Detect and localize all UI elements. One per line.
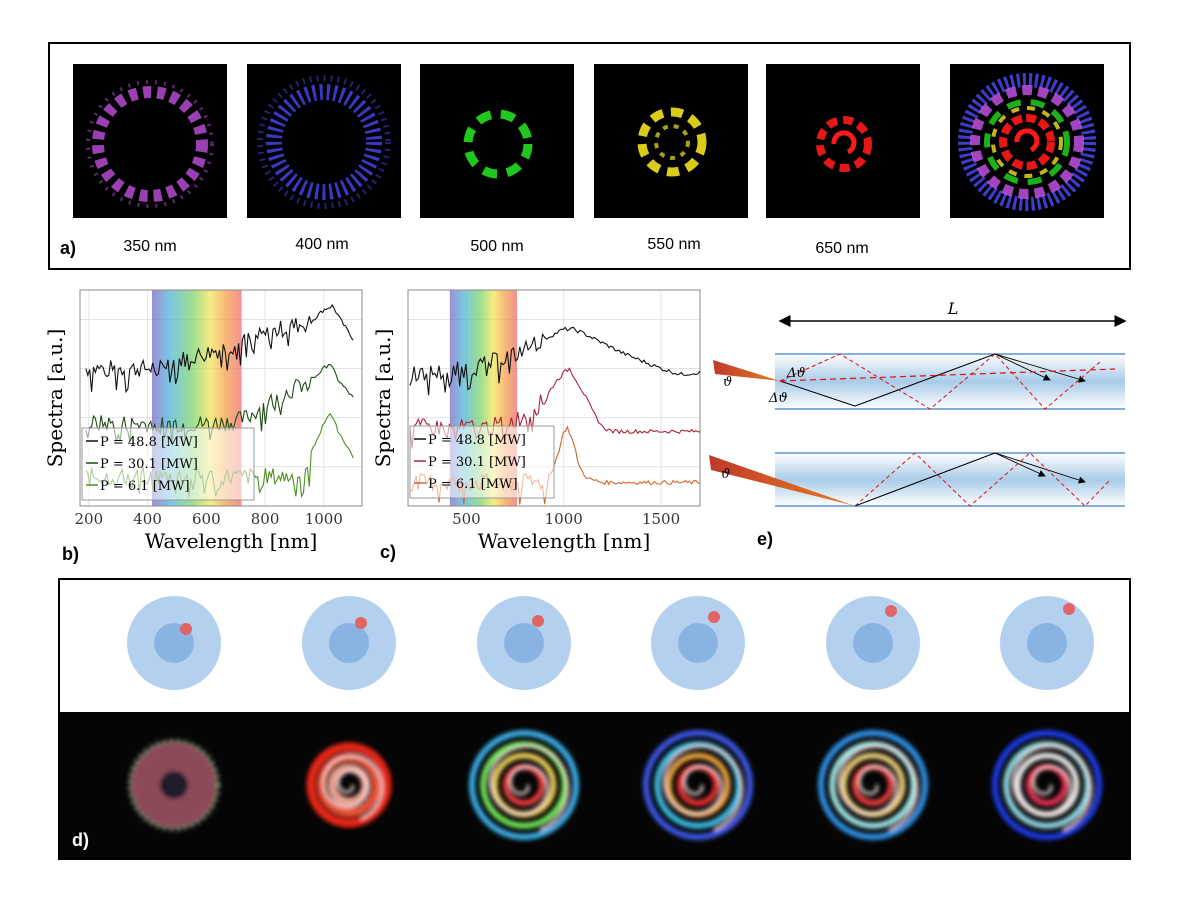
- spiral-image: [643, 730, 753, 840]
- legend-entry: P = 48.8 [MW]: [100, 435, 198, 450]
- x-tick-label: 1000: [545, 510, 583, 528]
- panel-e-label: e): [757, 529, 774, 549]
- upper-input-beam: [713, 360, 780, 381]
- spiral-arm: [322, 754, 384, 821]
- spiral-ring: [480, 741, 568, 829]
- legend-entry: P = 6.1 [MW]: [428, 477, 518, 492]
- image-merged: [950, 64, 1104, 218]
- delta-angle-top: Δϑ: [786, 366, 806, 381]
- x-tick-label: 1500: [642, 510, 680, 528]
- spiral-ring: [643, 730, 753, 840]
- speckle-core: [160, 771, 188, 799]
- x-tick-label: 1000: [305, 510, 343, 528]
- beam-position-dot: [1063, 603, 1075, 615]
- core-circle: [504, 623, 544, 663]
- legend-entry: P = 30.1 [MW]: [428, 455, 526, 470]
- legend-entry: P = 48.8 [MW]: [428, 433, 526, 448]
- fiber-ray-diagram: L ϑ Δϑ Δϑ ϑ: [709, 299, 1127, 507]
- spiral-arm: [1011, 744, 1093, 832]
- spiral-image: [469, 730, 579, 840]
- legend-box: [81, 427, 255, 501]
- spiral-ring: [654, 741, 742, 829]
- offset-diagrams: [127, 596, 1094, 690]
- caption-500nm: 500 nm: [470, 238, 524, 255]
- caption-400nm: 400 nm: [295, 236, 349, 253]
- spiral-images: [127, 730, 1102, 840]
- ring-merged-graphic: [958, 73, 1096, 211]
- legend: P = 48.8 [MW] P = 30.1 [MW] P = 6.1 [MW]: [81, 427, 255, 501]
- legend: P = 48.8 [MW] P = 30.1 [MW] P = 6.1 [MW]: [409, 425, 555, 499]
- caption-550nm: 550 nm: [647, 236, 701, 253]
- core-circle: [1027, 623, 1067, 663]
- beam-position-dot: [885, 605, 897, 617]
- lower-input-beam: [709, 455, 855, 506]
- y-axis-label: Spectra [a.u.]: [371, 329, 395, 468]
- x-tick-label: 400: [133, 510, 162, 528]
- series-line-1: [409, 326, 701, 396]
- series-line-1: [85, 303, 354, 394]
- delta-angle-bottom: Δϑ: [768, 391, 788, 406]
- spiral-image: [818, 730, 928, 840]
- spiral-arm: [488, 744, 570, 832]
- x-axis-label: Wavelength [nm]: [145, 529, 318, 553]
- ring-350nm-graphic: [86, 80, 214, 208]
- spiral-ring: [992, 730, 1102, 840]
- plot-frame: [79, 289, 363, 507]
- core-circle: [678, 623, 718, 663]
- spiral-arm: [662, 744, 744, 832]
- spiral-image: [992, 730, 1102, 840]
- chart-b: P = 48.8 [MW] P = 30.1 [MW] P = 6.1 [MW] 20…: [43, 289, 363, 553]
- x-tick-label: 600: [192, 510, 221, 528]
- spiral-image: [306, 742, 392, 828]
- upper-fiber: [775, 354, 1125, 409]
- ring-400nm-graphic: [257, 75, 391, 209]
- legend-box: [409, 425, 555, 499]
- image-550nm: [594, 64, 748, 218]
- core-circle: [853, 623, 893, 663]
- plot-frame: [407, 289, 701, 507]
- x-tick-label: 200: [74, 510, 103, 528]
- caption-650nm: 650 nm: [815, 240, 869, 257]
- image-650nm: [766, 64, 920, 218]
- caption-350nm: 350 nm: [123, 238, 177, 255]
- panel-d-label: d): [72, 830, 89, 850]
- spiral-ring: [1003, 741, 1091, 829]
- panel-c-label: c): [380, 542, 397, 562]
- panel-b-label: b): [62, 544, 79, 564]
- x-axis-label: Wavelength [nm]: [478, 529, 651, 553]
- y-axis-label: Spectra [a.u.]: [43, 329, 67, 468]
- beam-position-dot: [532, 615, 544, 627]
- image-500nm: [420, 64, 574, 218]
- speckle-ring: [127, 738, 221, 832]
- spiral-ring: [317, 753, 381, 817]
- panel-d-dark-band: [60, 712, 1129, 858]
- lower-fiber: [775, 453, 1125, 506]
- legend-entry: P = 30.1 [MW]: [100, 457, 198, 472]
- beam-position-dot: [180, 623, 192, 635]
- beam-position-dot: [355, 617, 367, 629]
- chart-c: P = 48.8 [MW] P = 30.1 [MW] P = 6.1 [MW] 50…: [371, 289, 701, 553]
- spiral-ring: [469, 730, 579, 840]
- lower-angle-label: ϑ: [721, 467, 730, 482]
- x-tick-label: 500: [452, 510, 481, 528]
- spiral-arm: [837, 744, 919, 832]
- spiral-ring: [306, 742, 392, 828]
- beam-position-dot: [708, 611, 720, 623]
- core-circle: [329, 623, 369, 663]
- spiral-ring: [818, 730, 928, 840]
- image-350nm: [73, 64, 227, 218]
- ring-550nm-graphic: [637, 107, 707, 177]
- length-label: L: [947, 299, 959, 318]
- upper-angle-label: ϑ: [723, 375, 732, 390]
- spiral-ring: [829, 741, 917, 829]
- x-tick-label: 800: [251, 510, 280, 528]
- spiral-image: [127, 738, 221, 832]
- legend-entry: P = 6.1 [MW]: [100, 479, 190, 494]
- image-400nm: [247, 64, 401, 218]
- panel-a-label: a): [60, 238, 77, 258]
- ring-650nm-graphic: [816, 116, 872, 172]
- ring-500nm-graphic: [463, 109, 533, 179]
